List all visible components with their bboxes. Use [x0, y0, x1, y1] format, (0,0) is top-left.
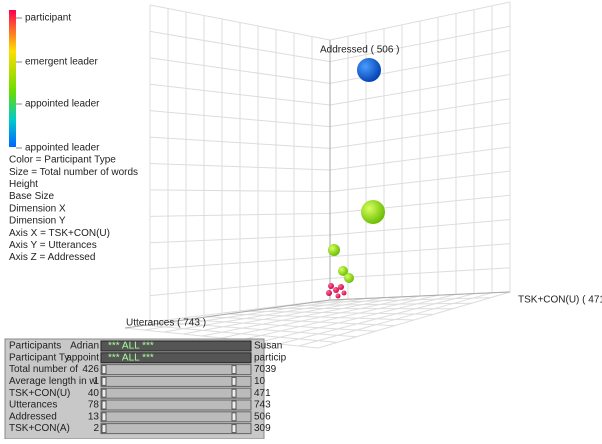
row-max: Susan — [254, 341, 282, 352]
x-axis-label: TSK+CON(U) ( 471 ) — [518, 295, 602, 306]
row-label: TSK+CON(U) — [9, 388, 70, 399]
row-min: appoint — [66, 352, 99, 363]
legend-info: Axis Z = Addressed — [9, 252, 95, 263]
row-label: Addressed — [9, 411, 57, 422]
legend-label: emergent leader — [25, 57, 98, 68]
filter-text: *** ALL *** — [108, 341, 154, 352]
bubble[interactable] — [344, 273, 354, 283]
bubble[interactable] — [338, 284, 344, 290]
legend-label: appointed leader — [25, 99, 100, 110]
row-min: 78 — [88, 400, 100, 411]
slider-handle[interactable] — [232, 377, 236, 385]
legend-info: Axis Y = Utterances — [9, 240, 97, 251]
slider-handle[interactable] — [102, 425, 106, 433]
slider-handle[interactable] — [232, 413, 236, 421]
row-max: 10 — [254, 376, 266, 387]
legend-info: Size = Total number of words — [9, 167, 138, 178]
row-min: 2 — [93, 423, 99, 434]
bubble[interactable] — [336, 294, 341, 299]
slider[interactable] — [101, 388, 251, 398]
slider-handle[interactable] — [102, 413, 106, 421]
slider[interactable] — [101, 376, 251, 386]
slider-handle[interactable] — [102, 401, 106, 409]
slider[interactable] — [101, 365, 251, 375]
row-min: 40 — [88, 388, 100, 399]
bubble[interactable] — [357, 58, 381, 82]
y-axis-label: Utterances ( 743 ) — [126, 318, 206, 329]
slider-handle[interactable] — [232, 389, 236, 397]
color-bar — [9, 10, 16, 147]
row-label: TSK+CON(A) — [9, 423, 70, 434]
row-label: Total number of — [9, 364, 78, 375]
bubble[interactable] — [342, 291, 347, 296]
bubble[interactable] — [333, 287, 339, 293]
row-label: Participant Ty — [9, 352, 69, 363]
slider-handle[interactable] — [232, 366, 236, 374]
legend-info: Dimension Y — [9, 216, 66, 227]
slider-handle[interactable] — [232, 425, 236, 433]
bubble[interactable] — [326, 290, 332, 296]
legend-info: Axis X = TSK+CON(U) — [9, 228, 110, 239]
row-max: 506 — [254, 411, 271, 422]
z-axis-label: Addressed ( 506 ) — [320, 45, 400, 56]
filter-text: *** ALL *** — [108, 352, 154, 363]
legend-label: appointed leader — [25, 143, 100, 154]
bubble[interactable] — [361, 200, 385, 224]
row-max: 743 — [254, 400, 271, 411]
legend-info: Height — [9, 179, 38, 190]
bubble[interactable] — [328, 244, 340, 256]
legend: participant emergent leader appointed lead… — [9, 13, 138, 264]
row-min: Adrian — [70, 341, 99, 352]
row-max: 7039 — [254, 364, 277, 375]
row-max: particip — [254, 352, 287, 363]
slider-handle[interactable] — [232, 401, 236, 409]
legend-info: Color = Participant Type — [9, 155, 116, 166]
legend-info: Dimension X — [9, 203, 66, 214]
legend-info: Base Size — [9, 191, 54, 202]
slider-handle[interactable] — [102, 377, 106, 385]
slider-handle[interactable] — [102, 366, 106, 374]
slider[interactable] — [101, 400, 251, 410]
slider-handle[interactable] — [102, 389, 106, 397]
row-min: 13 — [88, 411, 100, 422]
row-label: Average length in w — [9, 376, 97, 387]
row-label: Utterances — [9, 400, 57, 411]
bubble[interactable] — [328, 283, 334, 289]
row-min: 426 — [82, 364, 99, 375]
slider[interactable] — [101, 412, 251, 422]
legend-label: participant — [25, 13, 71, 24]
slider[interactable] — [101, 424, 251, 434]
row-label: Participants — [9, 341, 61, 352]
row-max: 471 — [254, 388, 271, 399]
grid — [125, 2, 510, 348]
bubbles — [326, 58, 385, 299]
row-max: 309 — [254, 423, 271, 434]
row-min: 1 — [93, 376, 99, 387]
